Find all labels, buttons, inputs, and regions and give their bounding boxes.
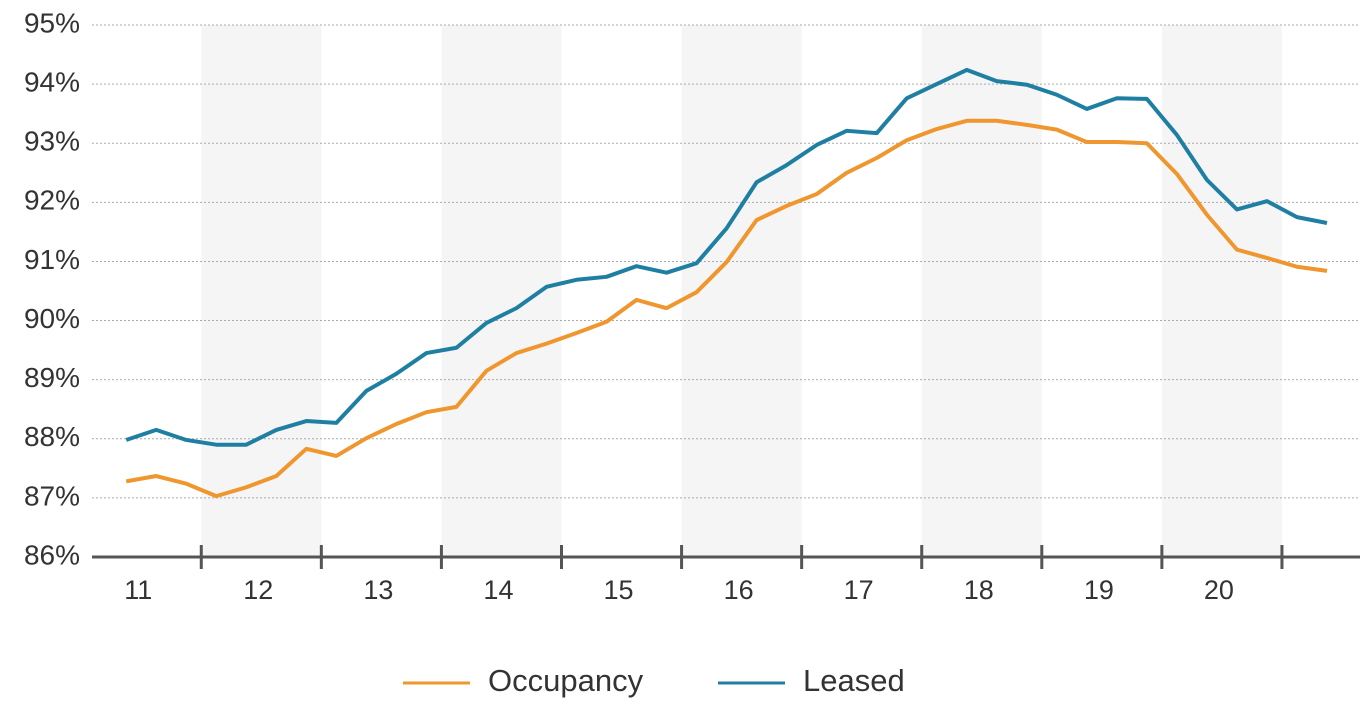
year-band xyxy=(921,25,1042,557)
x-tick-label: 17 xyxy=(844,575,874,605)
y-tick-label: 90% xyxy=(24,303,80,334)
y-tick-label: 88% xyxy=(24,421,80,452)
x-tick-label: 14 xyxy=(483,575,513,605)
legend-label: Occupancy xyxy=(488,663,644,698)
y-tick-label: 91% xyxy=(24,244,80,275)
line-series xyxy=(125,118,1328,499)
y-tick-label: 95% xyxy=(24,7,80,38)
x-tick-label: 15 xyxy=(604,575,634,605)
y-tick-label: 92% xyxy=(24,185,80,216)
year-band xyxy=(1161,25,1282,557)
x-tick-label: 13 xyxy=(363,575,393,605)
year-band xyxy=(681,25,802,557)
year-band xyxy=(201,25,322,557)
x-tick-label: 12 xyxy=(243,575,273,605)
x-tick-label: 11 xyxy=(124,575,152,605)
x-tick-label: 16 xyxy=(724,575,754,605)
y-tick-label: 94% xyxy=(24,67,80,98)
y-tick-label: 87% xyxy=(24,480,80,511)
x-tick-label: 20 xyxy=(1204,575,1234,605)
y-tick-label: 93% xyxy=(24,126,80,157)
y-tick-label: 89% xyxy=(24,362,80,393)
line-series xyxy=(125,67,1328,447)
y-tick-label: 86% xyxy=(24,539,80,570)
x-tick-label: 19 xyxy=(1084,575,1114,605)
legend-label: Leased xyxy=(803,663,905,698)
x-tick-label: 18 xyxy=(964,575,994,605)
